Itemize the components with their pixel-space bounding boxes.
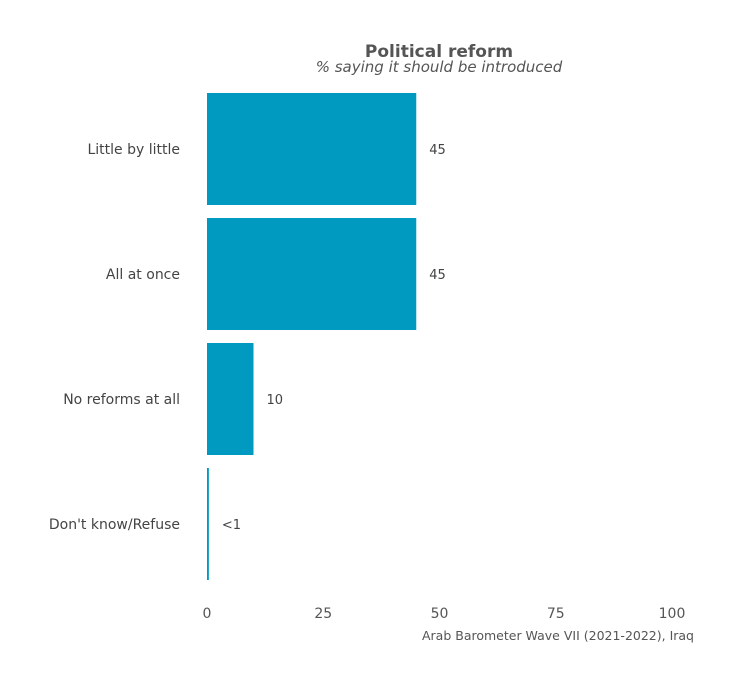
x-tick-label: 50	[431, 606, 449, 622]
value-label: 45	[429, 268, 446, 283]
bar	[207, 468, 209, 580]
x-tick-label: 0	[203, 606, 212, 622]
bar	[207, 343, 254, 455]
bar	[207, 218, 417, 330]
x-tick-label: 25	[314, 606, 332, 622]
value-label: 45	[429, 143, 446, 158]
bar	[207, 93, 417, 205]
source-caption: Arab Barometer Wave VII (2021-2022), Ira…	[422, 628, 694, 643]
value-label: <1	[222, 518, 241, 533]
chart-title: Political reform	[365, 42, 513, 62]
x-tick-label: 100	[659, 606, 686, 622]
category-label: No reforms at all	[63, 392, 180, 408]
value-label: 10	[267, 393, 284, 408]
x-tick-label: 75	[547, 606, 565, 622]
chart-subtitle: % saying it should be introduced	[316, 58, 563, 76]
category-label: Don't know/Refuse	[49, 517, 180, 533]
category-label: All at once	[106, 267, 180, 283]
bars-layer	[207, 93, 417, 580]
labels-layer: Little by little 45 All at once 45 No reform…	[49, 142, 446, 533]
x-axis-ticks: 0 25 50 75 100	[203, 606, 686, 622]
category-label: Little by little	[87, 142, 180, 158]
